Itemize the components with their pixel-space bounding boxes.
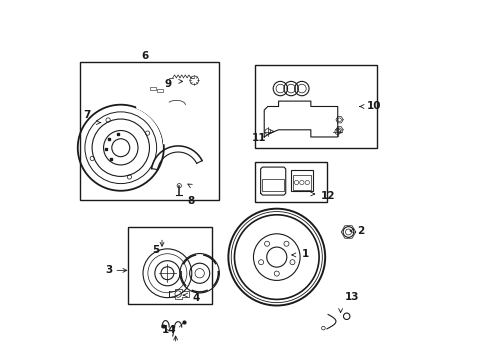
Text: 5: 5 — [152, 245, 159, 255]
Bar — [292, 175, 310, 190]
Bar — [255, 162, 326, 202]
Bar — [290, 170, 312, 192]
Text: 8: 8 — [187, 196, 195, 206]
Bar — [157, 89, 163, 92]
Text: 7: 7 — [83, 111, 90, 121]
Bar — [150, 87, 156, 90]
Text: 11: 11 — [251, 133, 265, 143]
Bar — [128, 226, 212, 304]
Text: 6: 6 — [141, 51, 148, 61]
Bar — [262, 179, 284, 192]
Bar — [255, 65, 376, 148]
Text: 12: 12 — [321, 191, 335, 201]
Text: 9: 9 — [164, 79, 171, 89]
Text: 1: 1 — [301, 248, 308, 258]
Text: 2: 2 — [357, 226, 364, 236]
Text: 4: 4 — [192, 293, 200, 303]
Text: 13: 13 — [344, 292, 359, 302]
Text: 10: 10 — [366, 102, 381, 112]
Bar — [80, 62, 219, 200]
Text: 14: 14 — [162, 325, 176, 335]
Text: 3: 3 — [105, 265, 113, 275]
